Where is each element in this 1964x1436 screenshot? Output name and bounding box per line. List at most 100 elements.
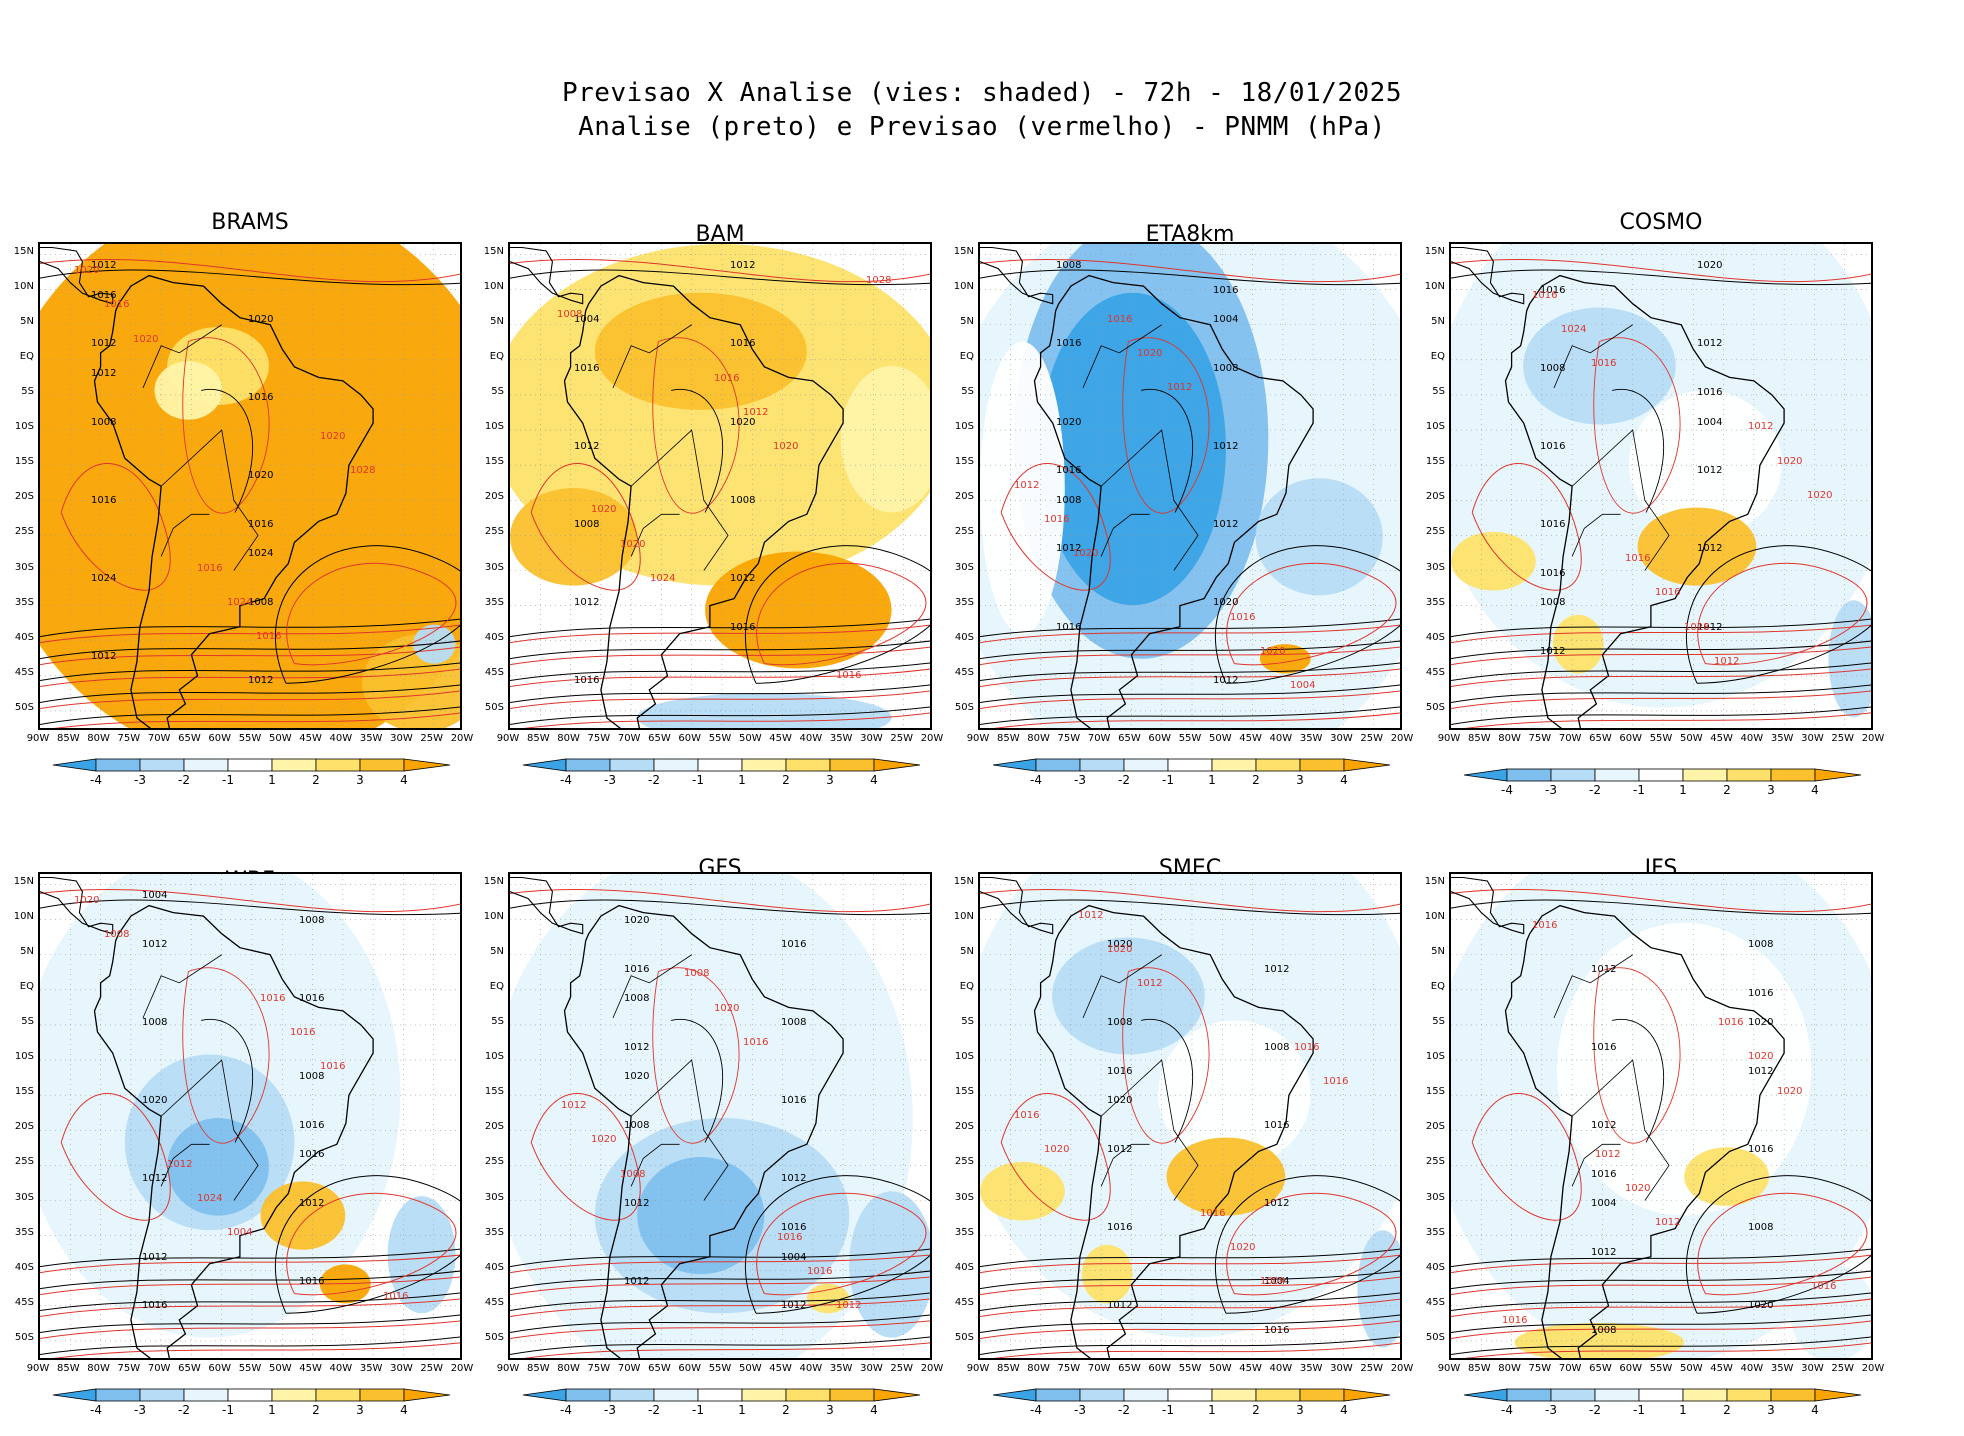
colorbar-swatch bbox=[1463, 1388, 1508, 1402]
longitude-tick-label: 65W bbox=[648, 733, 671, 744]
longitude-tick-label: 60W bbox=[1148, 1363, 1172, 1374]
colorbar-tick-label: -3 bbox=[1074, 1403, 1086, 1417]
colorbar-tick-label: 4 bbox=[870, 773, 878, 787]
isobar-label-analysis: 1012 bbox=[1264, 964, 1289, 975]
longitude-tick-label: 90W bbox=[26, 733, 50, 744]
longitude-tick-label: 20W bbox=[1861, 733, 1885, 744]
longitude-tick-label: 60W bbox=[678, 733, 702, 744]
longitude-tick-label: 65W bbox=[1118, 1363, 1141, 1374]
longitude-tick-label: 40W bbox=[1740, 1363, 1764, 1374]
bias-shading-blob bbox=[1158, 1020, 1311, 1167]
bias-shading-blob bbox=[1684, 1147, 1769, 1206]
latitude-tick-label: 50S bbox=[954, 701, 974, 713]
isobar-label-analysis: 1016 bbox=[91, 495, 116, 506]
isobar-label-analysis: 1016 bbox=[1213, 285, 1238, 296]
longitude-tick-label: 65W bbox=[648, 1363, 671, 1374]
longitude-tick-label: 30W bbox=[390, 1363, 413, 1374]
central-america-outline bbox=[40, 246, 114, 305]
colorbar-swatch bbox=[522, 758, 567, 772]
longitude-tick-label: 30W bbox=[860, 1363, 883, 1374]
map-panel-wrf[interactable]: 1016 1016 1012 1012 1008 1016 1020 1008 1012 1016… bbox=[38, 872, 462, 1360]
longitude-tick-label: 90W bbox=[26, 1363, 50, 1374]
latitude-tick-label: 15N bbox=[1424, 245, 1445, 257]
isobar-label-forecast: 1012 bbox=[1078, 910, 1103, 921]
isobar-label-analysis: 1020 bbox=[142, 1095, 167, 1106]
colorbar-swatch bbox=[403, 758, 451, 772]
longitude-tick-label: 75W bbox=[1057, 733, 1081, 744]
colorbar-tick-label: 2 bbox=[312, 1403, 320, 1417]
isobar-label-analysis: 1016 bbox=[781, 939, 806, 950]
map-panel-brams[interactable]: 1012 1016 1012 1008 1008 1012 1016 1020 1024 1016… bbox=[38, 242, 462, 730]
isobar-label-analysis: 1020 bbox=[624, 1071, 649, 1082]
isobar-label-analysis: 1012 bbox=[1697, 622, 1722, 633]
isobar-label-forecast: 1016 bbox=[320, 1061, 345, 1072]
isobar-label-forecast: 1020 bbox=[74, 895, 99, 906]
colorbar-swatch bbox=[609, 758, 655, 772]
isobar-label-analysis: 1012 bbox=[624, 1276, 649, 1287]
isobar-label-forecast: 1016 bbox=[714, 373, 739, 384]
colorbar-tick-label: -3 bbox=[134, 773, 146, 787]
latitude-tick-label: 20S bbox=[954, 491, 974, 503]
latitude-tick-label: 35S bbox=[954, 1226, 974, 1238]
colorbar-tick-label: -4 bbox=[1501, 783, 1513, 797]
isobar-label-forecast: 1016 bbox=[1532, 920, 1557, 931]
bias-shading-blob bbox=[1039, 292, 1226, 606]
colorbar-swatch bbox=[1299, 758, 1345, 772]
isobar-label-analysis: 1016 bbox=[1264, 1120, 1289, 1131]
colorbar-tick-label: 2 bbox=[312, 773, 320, 787]
isobar-label-analysis: 1012 bbox=[781, 1300, 806, 1311]
isobar-label-forecast: 1020 bbox=[1777, 1086, 1802, 1097]
bias-shading-blob bbox=[1081, 1244, 1133, 1304]
latitude-tick-label: 45S bbox=[1425, 1296, 1445, 1308]
map-panel-gfs[interactable]: 1016 1016 1012 1012 1008 1016 1012 1008 1012 1016… bbox=[508, 872, 932, 1360]
isobar-label-forecast: 1016 bbox=[256, 631, 281, 642]
latitude-tick-label: 10N bbox=[953, 910, 974, 922]
latitude-tick-label: 45S bbox=[14, 666, 34, 678]
isobar-label-forecast: 1016 bbox=[1044, 514, 1069, 525]
latitude-tick-label: 5N bbox=[1431, 945, 1445, 957]
map-canvas: 1016101610121012100810161020100810121016… bbox=[40, 874, 460, 1358]
colorbar-tick-label: 1 bbox=[268, 773, 276, 787]
latitude-tick-label: 15S bbox=[484, 456, 504, 468]
longitude-tick-label: 45W bbox=[769, 1363, 792, 1374]
longitude-tick-label: 50W bbox=[1208, 1363, 1232, 1374]
colorbar-tick-label: 2 bbox=[782, 1403, 790, 1417]
isobar-label-analysis: 1016 bbox=[299, 1276, 324, 1287]
isobar-label-analysis: 1016 bbox=[248, 519, 273, 530]
isobar-label-analysis: 1016 bbox=[1540, 519, 1565, 530]
isobar-label-analysis: 1016 bbox=[1540, 568, 1565, 579]
isobar-label-analysis: 1016 bbox=[299, 993, 324, 1004]
isobar-label-forecast: 1020 bbox=[591, 504, 616, 515]
bias-shading-blob bbox=[1166, 1137, 1286, 1216]
latitude-tick-label: 10N bbox=[1424, 910, 1445, 922]
isobar-label-analysis: 1012 bbox=[1697, 543, 1722, 554]
map-panel-eta8km[interactable]: 1016 1016 1012 1008 1016 1012 1008 1012 1016 1020… bbox=[978, 242, 1402, 730]
latitude-tick-label: 50S bbox=[1425, 701, 1445, 713]
bias-shading-blob bbox=[1790, 1264, 1871, 1358]
isobar-label-forecast: 1016 bbox=[197, 563, 222, 574]
isobar-label-forecast: 1020 bbox=[1625, 1183, 1650, 1194]
map-panel-smec[interactable]: 1016 1016 1012 1012 1016 1008 1012 1016 1020 1012… bbox=[978, 872, 1402, 1360]
latitude-tick-label: 35S bbox=[1425, 596, 1445, 608]
isobar-label-analysis: 1012 bbox=[1591, 1247, 1616, 1258]
colorbar-swatch bbox=[1343, 1388, 1391, 1402]
isobar-label-analysis: 1016 bbox=[1056, 338, 1081, 349]
colorbar-ifs bbox=[1463, 1388, 1862, 1402]
colorbar-tick-label: 2 bbox=[1252, 773, 1260, 787]
longitude-tick-label: 75W bbox=[587, 1363, 611, 1374]
isobar-label-analysis: 1012 bbox=[1107, 1300, 1132, 1311]
longitude-tick-label: 45W bbox=[1239, 733, 1262, 744]
longitude-tick-label: 70W bbox=[1087, 733, 1111, 744]
isobar-label-analysis: 1012 bbox=[299, 1198, 324, 1209]
map-panel-bam[interactable]: 1016 1016 1012 1012 1008 1016 1012 1020 1016 1008… bbox=[508, 242, 932, 730]
map-panel-ifs[interactable]: 1016 1016 1012 1012 1008 1016 1012 1008 1016 1020… bbox=[1449, 872, 1873, 1360]
map-panel-cosmo[interactable]: 1016 1016 1012 1012 1016 1012 1008 1012 1016 1020… bbox=[1449, 242, 1873, 730]
colorbar-swatch bbox=[359, 1388, 405, 1402]
colorbar-swatch bbox=[1035, 1388, 1081, 1402]
latitude-tick-label: 30S bbox=[1425, 561, 1445, 573]
south-america-outline bbox=[563, 274, 844, 728]
longitude-tick-label: 55W bbox=[708, 733, 732, 744]
longitude-tick-label: 85W bbox=[56, 1363, 80, 1374]
isobar-label-analysis: 1008 bbox=[1264, 1042, 1289, 1053]
isobar-label-analysis: 1012 bbox=[781, 1173, 806, 1184]
